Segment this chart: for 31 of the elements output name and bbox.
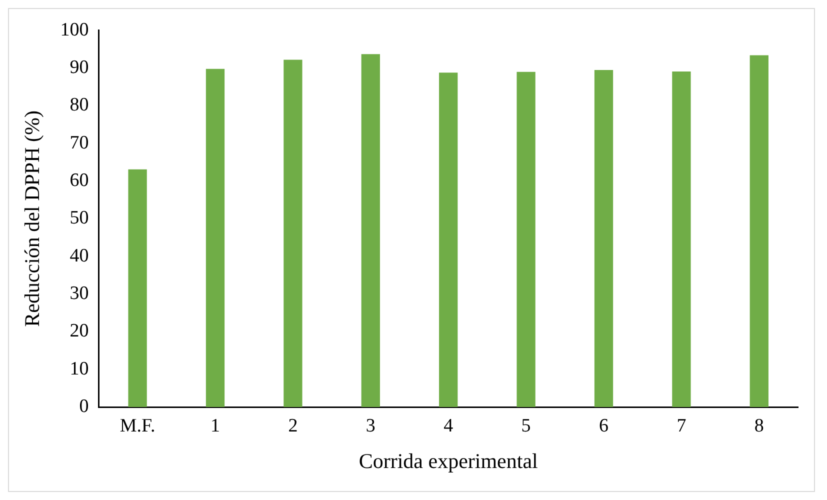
x-tick-label: 1 <box>210 415 220 436</box>
x-tick-label: 5 <box>521 415 531 436</box>
y-tick-label: 60 <box>70 170 89 192</box>
y-tick-label: 50 <box>70 208 89 229</box>
y-axis-title: Reducción del DPPH (%) <box>20 110 44 327</box>
x-tick-label: 8 <box>754 415 764 436</box>
y-tick-label: 40 <box>70 245 89 266</box>
y-tick-label: 70 <box>70 132 89 154</box>
bar <box>439 72 458 407</box>
bar <box>594 70 614 407</box>
x-tick-label: 6 <box>599 415 608 436</box>
y-tick-label: 10 <box>70 358 89 380</box>
x-tick-label: 7 <box>676 415 686 436</box>
bar <box>672 71 691 407</box>
y-tick-label: 90 <box>70 57 89 78</box>
x-tick-label: 4 <box>444 415 454 436</box>
bar <box>206 68 225 407</box>
y-tick-label: 0 <box>79 396 89 417</box>
bar <box>361 54 380 407</box>
y-tick-label: 20 <box>70 320 89 342</box>
x-tick-label: 2 <box>288 415 298 436</box>
bar <box>284 60 302 407</box>
x-tick-label: 3 <box>366 415 376 436</box>
x-tick-label: M.F. <box>120 415 156 436</box>
bar <box>128 169 147 407</box>
y-tick-label: 100 <box>60 19 89 40</box>
x-axis-title: Corrida experimental <box>358 448 538 473</box>
bar <box>516 72 536 407</box>
y-tick-label: 80 <box>70 94 89 116</box>
y-tick-label: 30 <box>70 283 89 304</box>
bar <box>750 55 768 407</box>
